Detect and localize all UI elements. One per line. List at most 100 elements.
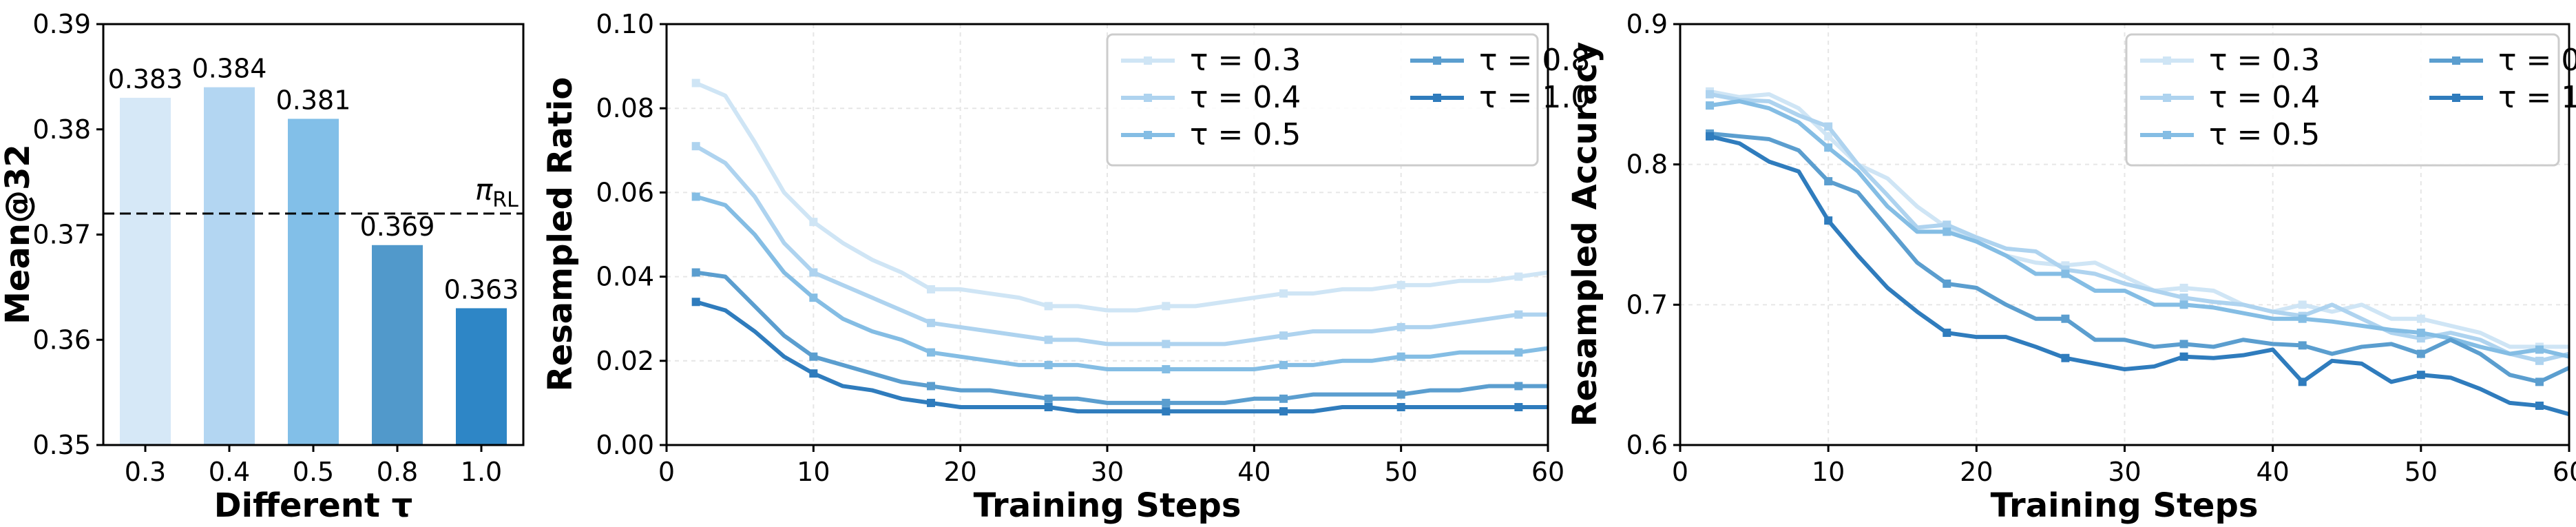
series-marker bbox=[1162, 302, 1171, 311]
resampled-ratio-lines bbox=[691, 79, 1548, 416]
series-marker bbox=[1044, 360, 1053, 369]
series-line bbox=[1709, 92, 2569, 363]
series-marker bbox=[2179, 340, 2188, 349]
series-marker bbox=[691, 268, 700, 277]
series-marker bbox=[1279, 394, 1288, 403]
series-marker bbox=[2298, 341, 2307, 350]
series-marker bbox=[1824, 143, 1833, 152]
series-10 bbox=[691, 298, 1548, 416]
legend-label: τ = 0.8 bbox=[1479, 43, 1590, 78]
y-tick-label: 0.37 bbox=[32, 220, 91, 250]
series-marker bbox=[1514, 382, 1523, 391]
legend-marker bbox=[2452, 94, 2460, 102]
series-marker bbox=[691, 79, 700, 87]
x-tick-label: 0 bbox=[1672, 457, 1688, 487]
series-marker bbox=[1162, 340, 1171, 349]
series-marker bbox=[1396, 280, 1405, 289]
resampled-ratio-x-ticks: 0 10 20 30 40 50 60 bbox=[658, 445, 1564, 487]
legend-label: τ = 1.0 bbox=[1479, 80, 1590, 115]
series-marker bbox=[1396, 352, 1405, 361]
series-marker bbox=[1824, 132, 1833, 141]
x-tick-label: 0.3 bbox=[125, 457, 166, 487]
series-marker bbox=[809, 293, 818, 302]
series-marker bbox=[1396, 403, 1405, 412]
y-tick-label: 0.06 bbox=[596, 177, 654, 207]
bar-value-label: 0.381 bbox=[276, 85, 351, 115]
series-marker bbox=[1514, 348, 1523, 357]
series-marker bbox=[1706, 132, 1715, 141]
legend-item: τ = 0.5 bbox=[2140, 117, 2320, 152]
series-marker bbox=[1514, 272, 1523, 281]
bar-chart-marks: 0.383 0.384 0.381 0.369 0.363 bbox=[108, 54, 519, 446]
series-marker bbox=[1044, 302, 1053, 311]
series-marker bbox=[927, 318, 935, 327]
series-marker bbox=[1824, 216, 1833, 225]
bar-tau-0-8 bbox=[372, 245, 423, 445]
x-tick-label: 0 bbox=[658, 457, 675, 487]
x-tick-label: 40 bbox=[2256, 457, 2289, 487]
legend-label: τ = 1.0 bbox=[2498, 80, 2576, 115]
series-marker bbox=[2179, 293, 2188, 302]
series-marker bbox=[691, 298, 700, 307]
series-marker bbox=[2061, 269, 2070, 278]
series-marker bbox=[809, 352, 818, 361]
series-05 bbox=[1706, 99, 2569, 359]
series-marker bbox=[2416, 329, 2425, 338]
y-tick-label: 0.39 bbox=[32, 9, 91, 39]
legend-marker bbox=[1433, 56, 1441, 65]
series-05 bbox=[691, 192, 1548, 374]
y-tick-label: 0.7 bbox=[1626, 289, 1668, 320]
x-tick-label: 50 bbox=[1384, 457, 1417, 487]
legend-item: τ = 0.4 bbox=[1121, 80, 1301, 115]
legend-marker bbox=[2163, 131, 2171, 139]
legend-label: τ = 0.4 bbox=[1190, 80, 1301, 115]
series-line bbox=[695, 300, 1548, 414]
resampled-accuracy-x-ticks: 0 10 20 30 40 50 60 bbox=[1672, 445, 2576, 487]
series-marker bbox=[2416, 314, 2425, 323]
x-tick-label: 1.0 bbox=[461, 457, 502, 487]
series-marker bbox=[1514, 403, 1523, 412]
y-tick-label: 0.38 bbox=[32, 114, 91, 145]
y-tick-label: 0.10 bbox=[596, 9, 654, 39]
legend-box bbox=[1106, 33, 1539, 167]
legend-label: τ = 0.5 bbox=[2209, 117, 2320, 152]
series-marker bbox=[809, 268, 818, 277]
legend-label: τ = 0.5 bbox=[1190, 117, 1301, 152]
series-marker bbox=[1943, 329, 1951, 338]
series-marker bbox=[1162, 365, 1171, 374]
series-line bbox=[1709, 134, 2569, 417]
series-marker bbox=[1044, 394, 1053, 403]
series-marker bbox=[1396, 322, 1405, 331]
series-marker bbox=[2298, 300, 2307, 309]
resampled-accuracy-x-axis-label: Training Steps bbox=[1991, 486, 2259, 525]
series-marker bbox=[2061, 314, 2070, 323]
series-marker bbox=[1044, 403, 1053, 412]
series-marker bbox=[927, 398, 935, 407]
x-tick-label: 10 bbox=[797, 457, 830, 487]
legend-label: τ = 0.4 bbox=[2209, 80, 2320, 115]
x-tick-label: 0.5 bbox=[293, 457, 334, 487]
series-03 bbox=[691, 79, 1548, 313]
series-marker bbox=[1824, 122, 1833, 131]
x-tick-label: 50 bbox=[2405, 457, 2438, 487]
x-tick-label: 10 bbox=[1812, 457, 1845, 487]
legend-item: τ = 0.8 bbox=[1410, 43, 1590, 78]
bar-tau-0-5 bbox=[288, 118, 339, 445]
bar-value-label: 0.369 bbox=[360, 211, 435, 242]
legend-box bbox=[2125, 33, 2560, 167]
legend-label: τ = 0.8 bbox=[2498, 43, 2576, 78]
series-marker bbox=[2179, 283, 2188, 292]
bar-tau-1-0 bbox=[456, 308, 507, 445]
y-tick-label: 0.02 bbox=[596, 346, 654, 376]
legend-marker bbox=[1144, 131, 1152, 139]
y-tick-label: 0.9 bbox=[1626, 9, 1668, 39]
series-marker bbox=[1706, 101, 1715, 110]
x-tick-label: 40 bbox=[1237, 457, 1270, 487]
resampled-accuracy-legend: τ = 0.3τ = 0.4τ = 0.5 τ = 0.8τ = 1.0 bbox=[2125, 33, 2576, 167]
bar-chart-y-ticks: 0.35 0.36 0.37 0.38 0.39 bbox=[32, 9, 103, 460]
bar-tau-0-4 bbox=[204, 87, 255, 445]
series-marker bbox=[927, 382, 935, 391]
